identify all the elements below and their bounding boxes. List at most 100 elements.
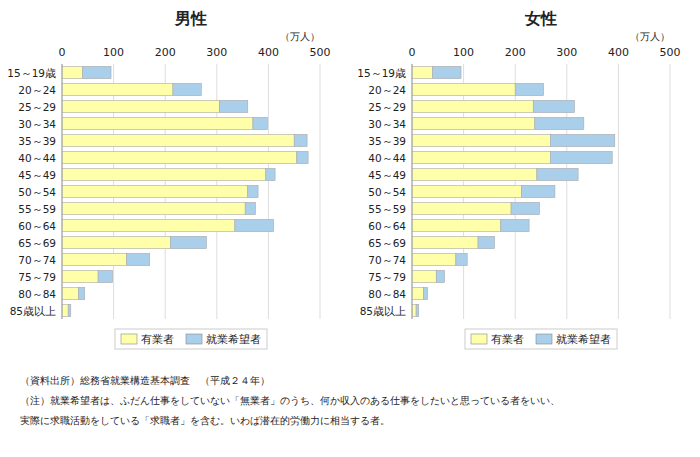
tick-label: 500 xyxy=(310,46,331,59)
category-label: 80～84 xyxy=(18,288,56,300)
category-label: 75～79 xyxy=(18,271,56,283)
bars xyxy=(62,66,308,316)
bar-segment xyxy=(412,151,550,163)
category-label: 85歳以上 xyxy=(360,305,406,317)
bar-segment xyxy=(412,168,537,180)
bar-segment xyxy=(170,236,206,248)
bar-segment xyxy=(412,253,456,265)
axis-line xyxy=(412,64,413,319)
legend-swatch xyxy=(186,334,202,344)
bar-segment xyxy=(412,134,550,146)
chart-title: 男性 xyxy=(174,9,207,28)
bar-segment xyxy=(412,304,416,316)
bar-segment xyxy=(235,219,274,231)
axis-line xyxy=(62,64,63,319)
legend-swatch xyxy=(121,334,137,344)
category-label: 70～74 xyxy=(368,254,406,266)
bar-segment xyxy=(62,236,170,248)
bar-segment xyxy=(253,117,267,129)
chart-title: 女性 xyxy=(524,9,557,28)
bar-segment xyxy=(412,202,511,214)
bar-segment xyxy=(62,117,253,129)
legend-swatch xyxy=(471,334,487,344)
category-label: 40～44 xyxy=(368,152,406,164)
bar-segment xyxy=(83,66,111,78)
category-label: 35～39 xyxy=(18,135,56,147)
category-label: 60～64 xyxy=(368,220,406,232)
bar-segment xyxy=(535,117,584,129)
legend-label: 有業者 xyxy=(491,333,524,345)
bar-segment xyxy=(62,168,266,180)
axis-unit-label: （万人） xyxy=(630,31,670,42)
category-label: 55～59 xyxy=(368,203,406,215)
axis-unit-label: （万人） xyxy=(280,31,320,42)
tick-label: 0 xyxy=(409,46,416,59)
bar-segment xyxy=(62,151,297,163)
category-label: 65～69 xyxy=(368,237,406,249)
bar-segment xyxy=(98,270,112,282)
category-label: 30～34 xyxy=(368,118,406,130)
bar-segment xyxy=(550,151,612,163)
grid-line xyxy=(62,64,63,319)
legend-label: 就業希望者 xyxy=(206,333,261,345)
bar-segment xyxy=(515,83,543,95)
bar-segment xyxy=(412,287,423,299)
category-label: 30～34 xyxy=(18,118,56,130)
legend-frame xyxy=(115,329,267,349)
bar-segment xyxy=(412,236,478,248)
bars xyxy=(412,66,615,316)
legend-label: 有業者 xyxy=(141,333,174,345)
tick-label: 300 xyxy=(556,46,577,59)
bar-segment xyxy=(266,168,275,180)
category-label: 85歳以上 xyxy=(10,305,56,317)
bar-segment xyxy=(456,253,467,265)
bar-segment xyxy=(68,304,71,316)
bar-segment xyxy=(433,66,461,78)
bar-segment xyxy=(62,253,127,265)
bar-segment xyxy=(248,185,258,197)
bar-segment xyxy=(62,83,173,95)
bar-segment xyxy=(297,151,308,163)
category-label: 40～44 xyxy=(18,152,56,164)
chart-panel: 女性（万人）010020030040050015～19歳20～2425～2930… xyxy=(357,9,680,349)
tick-label: 400 xyxy=(258,46,279,59)
bar-segment xyxy=(416,304,419,316)
bar-segment xyxy=(412,66,433,78)
bar-segment xyxy=(62,270,98,282)
tick-label: 200 xyxy=(155,46,176,59)
bar-segment xyxy=(412,270,436,282)
category-label: 65～69 xyxy=(18,237,56,249)
category-label: 45～49 xyxy=(18,169,56,181)
bar-segment xyxy=(62,134,294,146)
bar-segment xyxy=(537,168,578,180)
bar-segment xyxy=(478,236,495,248)
bar-segment xyxy=(412,100,533,112)
legend-frame xyxy=(465,329,617,349)
legend: 有業者 就業希望者 xyxy=(115,329,267,349)
category-label: 25～29 xyxy=(18,101,56,113)
tick-label: 300 xyxy=(206,46,227,59)
category-label: 50～54 xyxy=(368,186,406,198)
bar-segment xyxy=(127,253,150,265)
bar-segment xyxy=(521,185,555,197)
bar-segment xyxy=(412,219,501,231)
bar-segment xyxy=(62,202,245,214)
chart-canvas: 男性（万人）010020030040050015～19歳20～2425～2930… xyxy=(0,0,700,457)
category-label: 75～79 xyxy=(368,271,406,283)
tick-label: 100 xyxy=(103,46,124,59)
bar-segment xyxy=(79,287,85,299)
note-text: 実際に求職活動をしている「求職者」を含む。いわば潜在的労働力に相当する者。 xyxy=(20,415,390,426)
chart-panel: 男性（万人）010020030040050015～19歳20～2425～2930… xyxy=(7,9,330,349)
grid-line xyxy=(412,64,413,319)
tick-label: 500 xyxy=(660,46,681,59)
grid-line xyxy=(618,64,619,319)
grid-line xyxy=(670,64,671,319)
bar-segment xyxy=(501,219,529,231)
category-label: 45～49 xyxy=(368,169,406,181)
bar-segment xyxy=(62,66,83,78)
category-label: 20～24 xyxy=(18,84,56,96)
bar-segment xyxy=(173,83,201,95)
bar-segment xyxy=(62,219,235,231)
note-text: （資料出所）総務省就業構造基本調査 （平成２４年） xyxy=(20,375,270,386)
bar-segment xyxy=(550,134,615,146)
